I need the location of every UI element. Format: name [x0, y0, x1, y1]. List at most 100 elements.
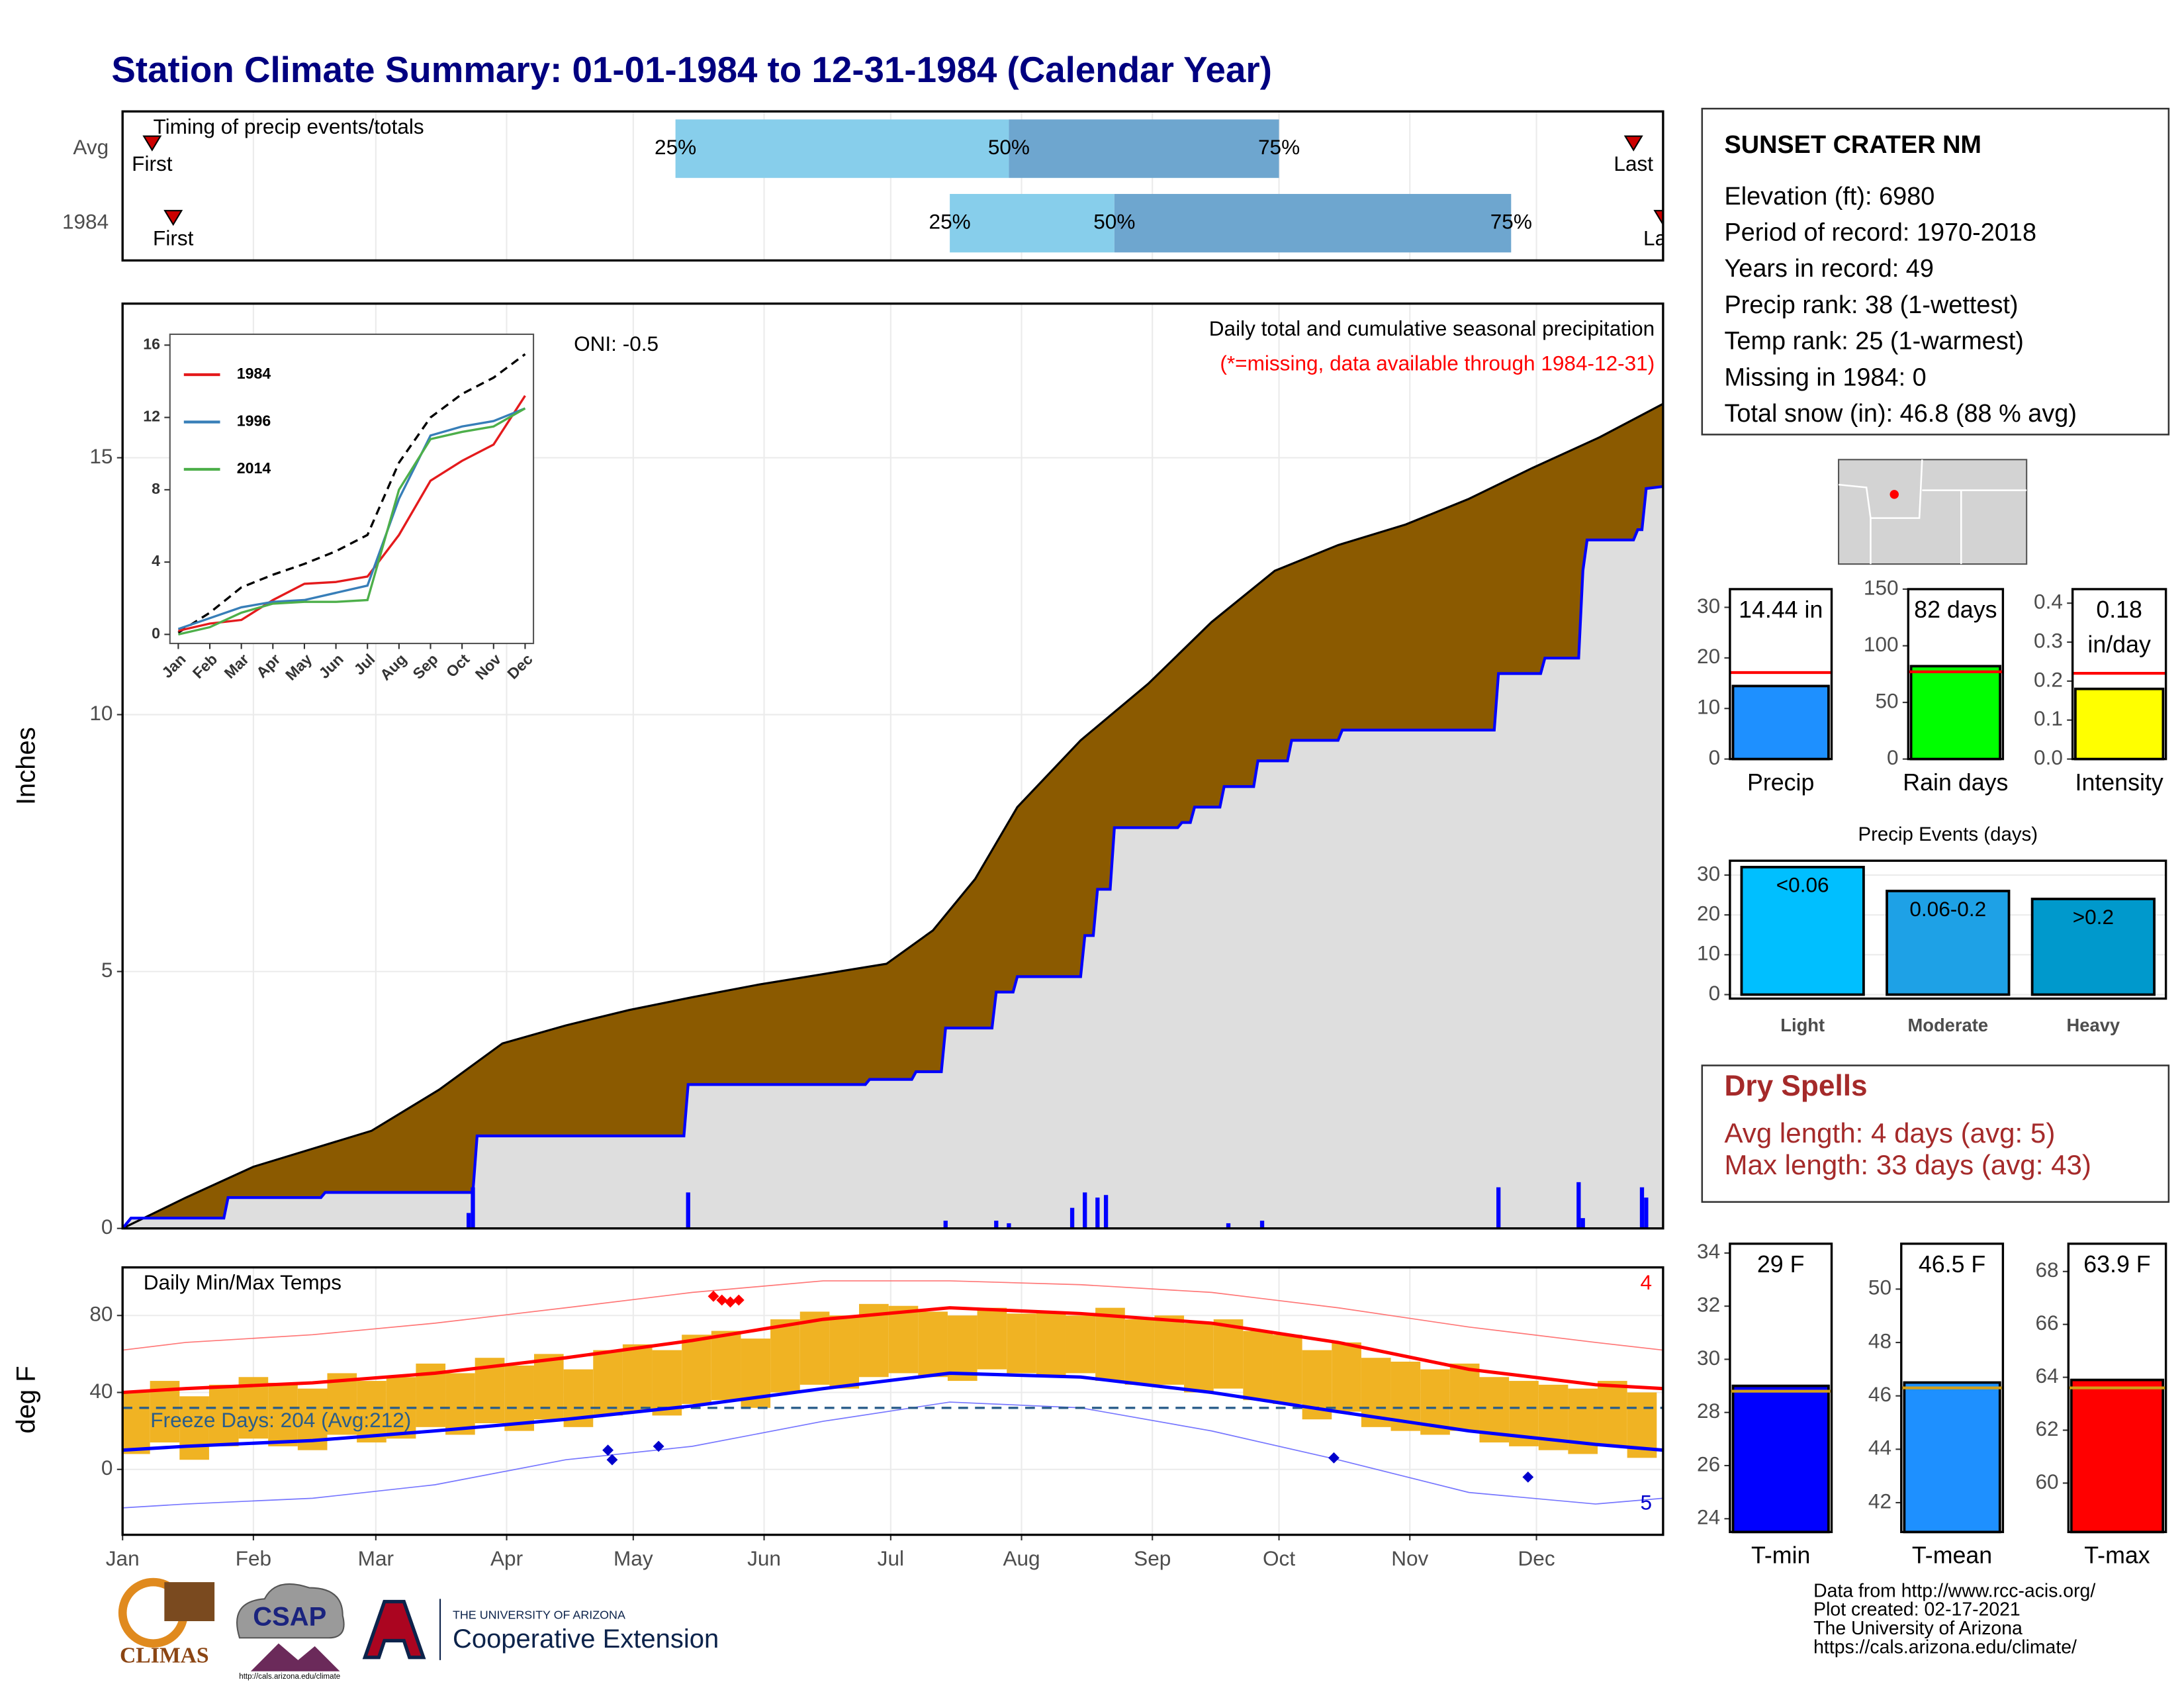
daily-bar [1639, 1187, 1645, 1229]
series-line [178, 395, 526, 632]
value-label: 63.9 F [2083, 1251, 2150, 1278]
daily-bar [1580, 1218, 1585, 1229]
legend-label: 1984 [237, 365, 271, 382]
value-label: 0.18 [2096, 596, 2142, 623]
panel-border [2071, 588, 2167, 761]
record-low-count: 5 [1640, 1491, 1652, 1515]
y-tick-label: 16 [143, 335, 160, 352]
csap-cloud [236, 1583, 345, 1639]
csap-url: http://cals.arizona.edu/climate [239, 1673, 340, 1681]
temp-range-bar [682, 1335, 711, 1404]
y-tick-label: 8 [152, 480, 160, 497]
footer-line: Plot created: 02-17-2021 [1813, 1599, 2021, 1620]
y-tick-label: 20 [1697, 644, 1720, 668]
y-tick-label: 10 [1697, 941, 1720, 965]
station-frame [1701, 107, 2170, 436]
y-tick-label: 44 [1868, 1436, 1891, 1460]
y-tick-label: 4 [152, 552, 160, 569]
record-high-line [122, 1280, 1663, 1351]
bar [1740, 865, 1865, 996]
legend-label: 2014 [237, 459, 271, 477]
freeze-label: Freeze Days: 204 (Avg:212) [150, 1408, 411, 1432]
y-tick-label: 15 [89, 444, 113, 468]
value-label: 14.44 in [1739, 596, 1823, 623]
y-tick-label: 28 [1697, 1399, 1720, 1423]
station-line: Years in record: 49 [1724, 255, 1933, 283]
dry-spells-box: Dry Spells [1701, 1064, 2170, 1203]
marker-label: Last [1643, 226, 1683, 250]
timing-marker [163, 210, 183, 226]
daily-bar [943, 1221, 948, 1229]
category-label: Rain days [1903, 769, 2008, 796]
station-line: Elevation (ft): 6980 [1724, 183, 1934, 211]
category-label: T-min [1751, 1542, 1810, 1569]
bar [2030, 898, 2156, 996]
bar [1731, 684, 1830, 761]
panel-border [1900, 1243, 2005, 1534]
timing-marker [1623, 135, 1643, 152]
missing-note: (*=missing, data available through 1984-… [1220, 352, 1655, 375]
x-tick-label: Aug [1003, 1546, 1040, 1570]
map-frame [1838, 459, 2028, 565]
record-marker [707, 1290, 719, 1302]
y-axis-label: Inches [12, 727, 41, 805]
value-label: in/day [2087, 632, 2151, 658]
y-tick-label: 24 [1697, 1505, 1720, 1529]
temp-range-bar [947, 1315, 978, 1382]
temp-range-bar [1154, 1315, 1185, 1385]
y-tick-label: 0 [1709, 745, 1721, 769]
quartile-label: 75% [1258, 135, 1300, 159]
temp-range-bar [888, 1305, 919, 1374]
y-tick-label: 0 [1887, 745, 1899, 769]
temp-range-bar [918, 1311, 948, 1378]
bar [1909, 665, 2002, 761]
station-line: Missing in 1984: 0 [1724, 363, 1926, 391]
y-tick-label: 62 [2035, 1417, 2058, 1440]
extension-text: Cooperative Extension [453, 1624, 719, 1654]
daily-bar [1095, 1197, 1100, 1229]
clipped-group: Freeze Days: 204 (Avg:212) [122, 1280, 1663, 1509]
average-line [177, 353, 526, 634]
panel-border [2067, 1243, 2167, 1534]
temp-range-bar [1184, 1323, 1214, 1393]
quartile-label: 25% [655, 135, 696, 159]
legend-label: 1996 [237, 412, 271, 430]
y-tick-label: 34 [1697, 1239, 1720, 1263]
temp-range-bar [504, 1365, 534, 1431]
y-tick-label: 66 [2035, 1311, 2058, 1335]
category-label: Intensity [2075, 769, 2163, 796]
quartile-label: 75% [1490, 210, 1532, 234]
bar [1903, 1381, 2001, 1534]
temp-range-bar [622, 1344, 653, 1412]
temp-range-bar [1272, 1335, 1302, 1404]
y-axis-label: deg F [12, 1366, 41, 1433]
y-tick-label: 5 [101, 958, 113, 982]
temp-range-bar [652, 1350, 682, 1416]
y-tick-label: 60 [2035, 1470, 2058, 1493]
record-low-line [122, 1401, 1663, 1509]
station-box: SUNSET CRATER NM [1701, 107, 2170, 436]
temp-range-bar [1066, 1315, 1096, 1374]
panel-title: Daily Min/Max Temps [144, 1270, 341, 1294]
x-tick-label: Nov [1391, 1546, 1428, 1570]
temp-range-bar [208, 1384, 239, 1446]
y-tick-label: 48 [1868, 1329, 1891, 1352]
dry-spell-line: Max length: 33 days (avg: 43) [1724, 1149, 2091, 1180]
y-tick-label: 0.4 [2034, 590, 2063, 614]
record-marker [1328, 1452, 1340, 1464]
quartile-label: 50% [1093, 210, 1135, 234]
dry-spell-line: Avg length: 4 days (avg: 5) [1724, 1117, 2055, 1149]
dry-spells-title: Dry Spells [1724, 1070, 1867, 1102]
temp-range-bar [770, 1319, 800, 1393]
temp-range-bar [711, 1331, 741, 1401]
record-high-count: 4 [1640, 1270, 1652, 1294]
inset-background [169, 333, 535, 645]
y-tick-label: 50 [1875, 688, 1898, 712]
temp-range-bar [1598, 1381, 1627, 1446]
x-tick-label: Dec [1518, 1546, 1555, 1570]
x-tick-label: Mar [358, 1546, 394, 1570]
area-fill [122, 486, 1663, 1229]
temp-range-bar [977, 1307, 1007, 1370]
footer-line: Data from http://www.rcc-acis.org/ [1813, 1580, 2095, 1601]
